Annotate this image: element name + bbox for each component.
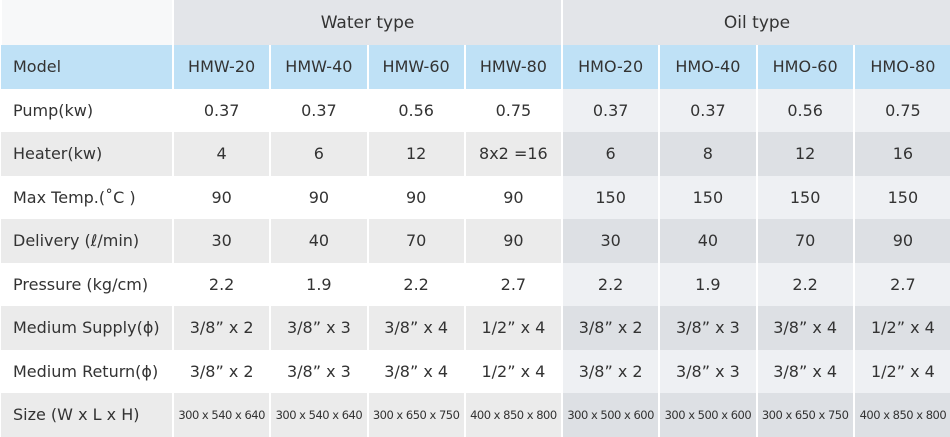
spec-row: Pump(kw) 0.37 0.37 0.56 0.75 0.37 0.37 0.56 0.75: [1, 88, 950, 132]
cell: 90: [171, 175, 271, 219]
cell: 300 x 500 x 600: [658, 393, 757, 437]
cell: HMW-60: [366, 45, 465, 89]
cell: 0.37: [658, 88, 757, 132]
cell: 0.56: [366, 88, 465, 132]
cell: 3/8” x 4: [755, 306, 854, 350]
cell: 150: [755, 175, 854, 219]
cell: HMO-40: [658, 45, 757, 89]
spec-row: Max Temp.(˚C ) 90 90 90 90 150 150 150 150: [1, 175, 950, 219]
cell: 2.2: [366, 262, 465, 306]
row-label: Medium Return(ϕ): [1, 349, 173, 393]
cell: 16: [852, 132, 950, 176]
cell: 0.56: [755, 88, 854, 132]
cell: 8: [658, 132, 757, 176]
cell: 8x2 =16: [463, 132, 563, 176]
cell: 1/2” x 4: [852, 349, 950, 393]
spec-row: Size (W x L x H) 300 x 540 x 640 300 x 540…: [1, 393, 950, 437]
row-label: Model: [1, 45, 173, 89]
row-label: Delivery (ℓ/min): [1, 219, 173, 263]
group-header-row: Water type Oil type: [0, 0, 950, 45]
cell: 3/8” x 3: [269, 306, 368, 350]
group-header: Water type: [171, 0, 563, 45]
cell: HMW-40: [269, 45, 368, 89]
cell: 150: [561, 175, 660, 219]
row-label: Max Temp.(˚C ): [1, 175, 173, 219]
cell: 150: [658, 175, 757, 219]
cell: 90: [463, 219, 563, 263]
cell: 1/2” x 4: [463, 349, 563, 393]
cell: HMO-80: [852, 45, 950, 89]
cell: 6: [269, 132, 368, 176]
cell: 4: [171, 132, 271, 176]
cell: 3/8” x 3: [269, 349, 368, 393]
cell: 2.2: [171, 262, 271, 306]
cell: 1.9: [269, 262, 368, 306]
cell: 3/8” x 2: [561, 349, 660, 393]
cell: 300 x 540 x 640: [269, 393, 368, 437]
cell: 6: [561, 132, 660, 176]
cell: 2.7: [852, 262, 950, 306]
cell: 0.37: [171, 88, 271, 132]
row-label: Pump(kw): [1, 88, 173, 132]
cell: HMO-60: [755, 45, 854, 89]
cell: 30: [561, 219, 660, 263]
cell: 90: [269, 175, 368, 219]
group-header: Oil type: [561, 0, 950, 45]
cell: 400 x 850 x 800: [463, 393, 563, 437]
cell: 12: [755, 132, 854, 176]
cell: 1/2” x 4: [852, 306, 950, 350]
cell: 2.7: [463, 262, 563, 306]
row-label: Size (W x L x H): [1, 393, 173, 437]
cell: 3/8” x 2: [171, 306, 271, 350]
cell: 2.2: [755, 262, 854, 306]
cell: 30: [171, 219, 271, 263]
cell: 300 x 500 x 600: [561, 393, 660, 437]
cell: 0.37: [269, 88, 368, 132]
cell: 90: [366, 175, 465, 219]
cell: 3/8” x 4: [755, 349, 854, 393]
cell: HMW-20: [171, 45, 271, 89]
cell: 90: [852, 219, 950, 263]
cell: 150: [852, 175, 950, 219]
cell: 3/8” x 2: [171, 349, 271, 393]
cell: 70: [366, 219, 465, 263]
cell: 300 x 650 x 750: [755, 393, 854, 437]
cell: 3/8” x 4: [366, 306, 465, 350]
cell: 1/2” x 4: [463, 306, 563, 350]
cell: 300 x 650 x 750: [366, 393, 465, 437]
cell: 0.37: [561, 88, 660, 132]
cell: HMW-80: [463, 45, 563, 89]
spec-row: Heater(kw) 4 6 12 8x2 =16 6 8 12 16: [1, 132, 950, 176]
spec-row: Delivery (ℓ/min) 30 40 70 90 30 40 70 90: [1, 219, 950, 263]
model-row: Model HMW-20 HMW-40 HMW-60 HMW-80 HMO-20 HMO-4…: [1, 45, 950, 89]
cell: 12: [366, 132, 465, 176]
row-label: Heater(kw): [1, 132, 173, 176]
cell: 40: [269, 219, 368, 263]
spec-row: Pressure (kg/cm) 2.2 1.9 2.2 2.7 2.2 1.9 2.2 2.7: [1, 262, 950, 306]
blank-cell: [0, 0, 173, 45]
spec-row: Medium Supply(ϕ) 3/8” x 2 3/8” x 3 3/8” x 4…: [1, 306, 950, 350]
cell: 70: [755, 219, 854, 263]
cell: 400 x 850 x 800: [852, 393, 950, 437]
cell: 90: [463, 175, 563, 219]
row-label: Medium Supply(ϕ): [1, 306, 173, 350]
cell: 3/8” x 3: [658, 349, 757, 393]
cell: 0.75: [463, 88, 563, 132]
spec-row: Medium Return(ϕ) 3/8” x 2 3/8” x 3 3/8” x 4…: [1, 349, 950, 393]
cell: 40: [658, 219, 757, 263]
cell: 3/8” x 2: [561, 306, 660, 350]
cell: 1.9: [658, 262, 757, 306]
cell: 300 x 540 x 640: [171, 393, 271, 437]
row-label: Pressure (kg/cm): [1, 262, 173, 306]
cell: 0.75: [852, 88, 950, 132]
cell: HMO-20: [561, 45, 660, 89]
cell: 3/8” x 3: [658, 306, 757, 350]
cell: 3/8” x 4: [366, 349, 465, 393]
cell: 2.2: [561, 262, 660, 306]
